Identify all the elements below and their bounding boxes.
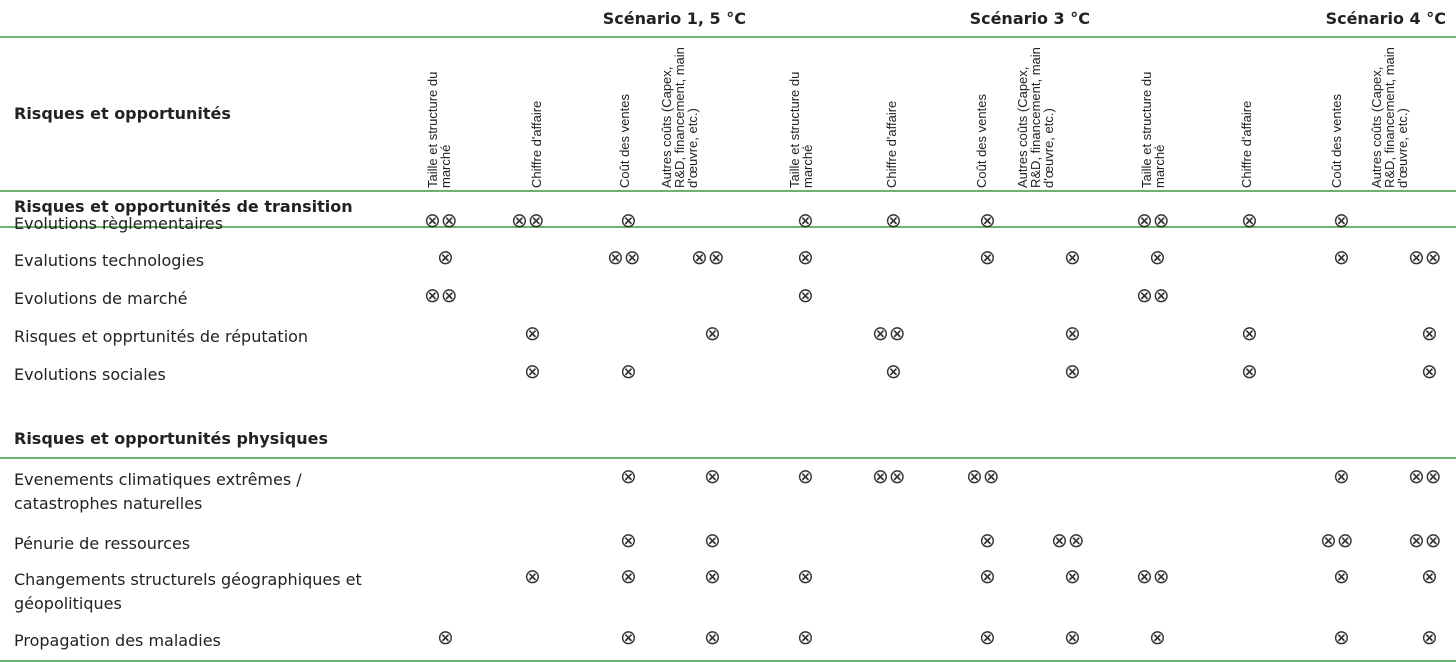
column-header: Autres coûts (Capex, R&D, financement, m… <box>1015 47 1056 188</box>
impact-marker-icon: ⊗ <box>1241 208 1258 232</box>
impact-marker-icon: ⊗⊗ <box>966 464 1000 488</box>
impact-marker-icon: ⊗ <box>620 208 637 232</box>
header-bottom-rule <box>0 190 1456 192</box>
impact-marker-icon: ⊗⊗ <box>1408 245 1442 269</box>
column-header: Taille et structure du marché <box>787 71 815 188</box>
impact-marker-icon: ⊗⊗ <box>1320 528 1354 552</box>
impact-marker-icon: ⊗ <box>1241 321 1258 345</box>
impact-marker-icon: ⊗ <box>524 359 541 383</box>
impact-marker-icon: ⊗ <box>704 625 721 649</box>
section-title: Risques et opportunités physiques <box>14 429 328 448</box>
impact-marker-icon: ⊗ <box>979 208 996 232</box>
column-header: Coût des ventes <box>1329 94 1344 188</box>
row-label: Evolutions de marché <box>14 289 188 308</box>
row-label: Changements structurels géographiques et… <box>14 570 362 613</box>
impact-marker-icon: ⊗ <box>1421 564 1438 588</box>
impact-marker-icon: ⊗ <box>797 464 814 488</box>
column-header: Coût des ventes <box>974 94 989 188</box>
row-label: Evalutions technologies <box>14 251 205 270</box>
row-label: Risques et opprtunités de réputation <box>14 327 309 346</box>
impact-marker-icon: ⊗ <box>437 245 454 269</box>
impact-marker-icon: ⊗ <box>797 245 814 269</box>
column-header: Taille et structure du marché <box>425 71 453 188</box>
impact-marker-icon: ⊗ <box>797 625 814 649</box>
impact-marker-icon: ⊗ <box>704 528 721 552</box>
impact-marker-icon: ⊗ <box>524 321 541 345</box>
impact-marker-icon: ⊗ <box>620 359 637 383</box>
section-title: Risques et opportunités de transition <box>14 197 353 216</box>
column-header: Chiffre d'affaire <box>1239 100 1254 188</box>
column-header: Autres coûts (Capex, R&D, financement, m… <box>1369 47 1410 188</box>
row-header-title: Risques et opportunités <box>14 104 231 123</box>
impact-marker-icon: ⊗ <box>979 625 996 649</box>
impact-marker-icon: ⊗ <box>524 564 541 588</box>
column-header: Chiffre d'affaire <box>529 100 544 188</box>
impact-marker-icon: ⊗⊗ <box>872 321 906 345</box>
impact-marker-icon: ⊗ <box>704 321 721 345</box>
impact-marker-icon: ⊗ <box>620 564 637 588</box>
impact-marker-icon: ⊗ <box>704 464 721 488</box>
impact-marker-icon: ⊗⊗ <box>1051 528 1085 552</box>
section-rule <box>0 226 1456 228</box>
impact-marker-icon: ⊗ <box>1149 625 1166 649</box>
section-rule <box>0 457 1456 459</box>
impact-marker-icon: ⊗⊗ <box>1136 208 1170 232</box>
impact-marker-icon: ⊗ <box>885 359 902 383</box>
impact-marker-icon: ⊗ <box>1333 208 1350 232</box>
header-top-rule <box>0 36 1456 38</box>
impact-marker-icon: ⊗⊗ <box>1408 464 1442 488</box>
impact-marker-icon: ⊗ <box>620 464 637 488</box>
impact-marker-icon: ⊗ <box>1149 245 1166 269</box>
column-header: Taille et structure du marché <box>1139 71 1167 188</box>
row-label: Propagation des maladies <box>14 631 221 650</box>
impact-marker-icon: ⊗⊗ <box>1408 528 1442 552</box>
impact-marker-icon: ⊗⊗ <box>1136 283 1170 307</box>
impact-marker-icon: ⊗⊗ <box>424 208 458 232</box>
impact-marker-icon: ⊗ <box>1241 359 1258 383</box>
scenario-4-header: Scénario 4 °C <box>1325 9 1446 28</box>
impact-marker-icon: ⊗ <box>1333 625 1350 649</box>
impact-marker-icon: ⊗ <box>620 528 637 552</box>
impact-marker-icon: ⊗⊗ <box>607 245 641 269</box>
impact-marker-icon: ⊗ <box>1421 359 1438 383</box>
row-label: Evolutions règlementaires <box>14 214 224 233</box>
impact-marker-icon: ⊗ <box>979 528 996 552</box>
impact-marker-icon: ⊗ <box>885 208 902 232</box>
impact-marker-icon: ⊗⊗ <box>511 208 545 232</box>
row-label: Pénurie de ressources <box>14 534 191 553</box>
impact-marker-icon: ⊗ <box>1421 625 1438 649</box>
scenario-1-5-header: Scénario 1, 5 °C <box>602 9 746 28</box>
impact-marker-icon: ⊗ <box>1421 321 1438 345</box>
impact-marker-icon: ⊗ <box>704 564 721 588</box>
impact-marker-icon: ⊗ <box>979 245 996 269</box>
impact-marker-icon: ⊗ <box>1064 359 1081 383</box>
row-label: Evolutions sociales <box>14 365 166 384</box>
column-header: Chiffre d'affaire <box>884 100 899 188</box>
table-bottom-rule <box>0 660 1456 662</box>
column-header: Coût des ventes <box>617 94 632 188</box>
scenario-3-header: Scénario 3 °C <box>969 9 1090 28</box>
impact-marker-icon: ⊗ <box>979 564 996 588</box>
impact-marker-icon: ⊗ <box>1333 245 1350 269</box>
impact-marker-icon: ⊗⊗ <box>691 245 725 269</box>
impact-marker-icon: ⊗ <box>1064 245 1081 269</box>
impact-marker-icon: ⊗⊗ <box>424 283 458 307</box>
impact-marker-icon: ⊗ <box>797 283 814 307</box>
impact-marker-icon: ⊗ <box>437 625 454 649</box>
impact-marker-icon: ⊗ <box>1064 625 1081 649</box>
impact-marker-icon: ⊗ <box>1064 321 1081 345</box>
impact-marker-icon: ⊗ <box>1333 464 1350 488</box>
impact-marker-icon: ⊗⊗ <box>872 464 906 488</box>
impact-marker-icon: ⊗ <box>1064 564 1081 588</box>
impact-marker-icon: ⊗⊗ <box>1136 564 1170 588</box>
impact-marker-icon: ⊗ <box>797 564 814 588</box>
column-header: Autres coûts (Capex, R&D, financement, m… <box>659 47 700 188</box>
impact-marker-icon: ⊗ <box>797 208 814 232</box>
impact-marker-icon: ⊗ <box>620 625 637 649</box>
row-label: Evenements climatiques extrêmes / catast… <box>14 470 302 513</box>
impact-marker-icon: ⊗ <box>1333 564 1350 588</box>
